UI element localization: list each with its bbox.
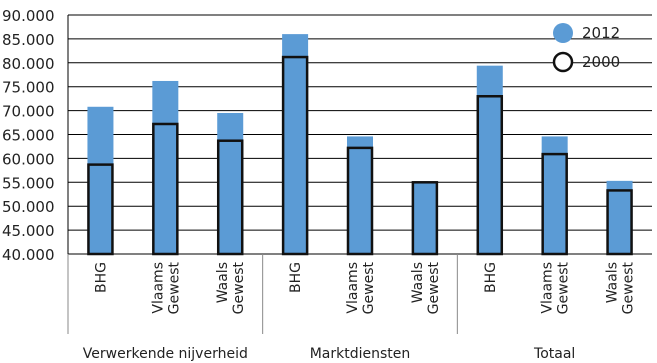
bar-2012 <box>282 34 309 255</box>
x-group-label: Marktdiensten <box>310 346 411 362</box>
bar-2000 <box>152 122 179 256</box>
x-tick-label: VlaamsGewest <box>150 261 182 314</box>
legend: 2012 2000 <box>552 23 620 73</box>
bar-2000 <box>87 163 114 256</box>
y-axis-tick-labels: 40.000 45.000 50.000 55.000 60.000 65.000 70.0… <box>2 7 55 264</box>
bar-2012 <box>152 80 179 255</box>
bar-2000 <box>216 139 244 256</box>
bar-2000 <box>281 55 309 256</box>
legend-label-2012: 2012 <box>582 24 620 42</box>
bar-2012 <box>347 136 373 254</box>
bars <box>87 34 633 256</box>
bar-2000 <box>346 146 374 256</box>
x-tick-label: BHG <box>483 262 499 293</box>
x-group-label: Verwerkende nijverheid <box>83 346 248 362</box>
x-axis: BHG VlaamsGewest WaalsGewest BHG VlaamsGewes… <box>67 254 637 362</box>
y-tick-label: 55.000 <box>2 174 55 192</box>
legend-marker-2012 <box>553 23 573 43</box>
bar-2012 <box>87 106 114 254</box>
bar-2000 <box>606 189 633 256</box>
bar-2012 <box>411 182 438 254</box>
y-tick-label: 60.000 <box>2 150 55 168</box>
x-tick-label: WaalsGewest <box>605 261 637 314</box>
y-tick-label: 45.000 <box>2 222 55 240</box>
x-tick-label: VlaamsGewest <box>540 261 572 314</box>
y-tick-label: 90.000 <box>2 7 55 25</box>
y-tick-label: 65.000 <box>2 127 55 145</box>
x-tick-label: WaalsGewest <box>215 261 247 314</box>
bar-2000 <box>411 181 439 256</box>
y-tick-label: 75.000 <box>2 79 55 97</box>
x-group-label: Totaal <box>533 346 575 362</box>
bar-2000 <box>541 152 568 256</box>
y-tick-label: 40.000 <box>2 246 55 264</box>
y-tick-label: 85.000 <box>2 31 55 49</box>
bar-2012 <box>541 136 568 254</box>
x-tick-label: BHG <box>288 262 304 293</box>
legend-marker-2000 <box>552 51 574 73</box>
bar-2012 <box>476 65 503 254</box>
bar-2000 <box>476 95 504 256</box>
y-tick-label: 70.000 <box>2 103 55 121</box>
legend-label-2000: 2000 <box>582 53 620 71</box>
y-tick-label: 50.000 <box>2 198 55 216</box>
x-tick-label: WaalsGewest <box>410 261 442 314</box>
bar-2012 <box>217 112 244 255</box>
y-tick-label: 80.000 <box>2 55 55 73</box>
x-tick-label: BHG <box>93 262 109 293</box>
bar-2012 <box>606 180 633 254</box>
x-tick-label: VlaamsGewest <box>345 261 377 314</box>
